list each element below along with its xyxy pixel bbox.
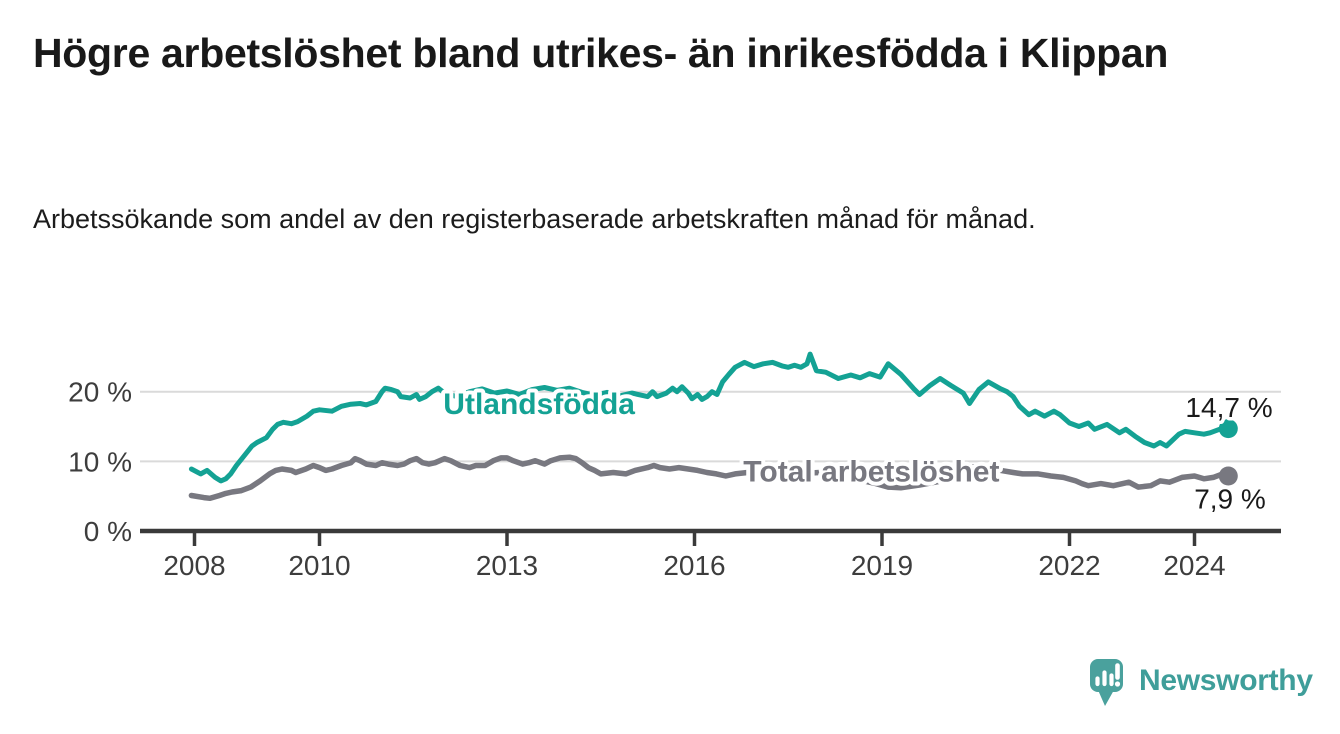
- value-label: 14,7 %: [1185, 392, 1272, 423]
- speech-bubble-tail: [1098, 690, 1114, 706]
- exclamation-icon: [1114, 663, 1121, 687]
- x-axis-tick-label: 2013: [476, 550, 538, 581]
- series-line-0: [188, 351, 1231, 484]
- newsworthy-logo-icon: [1090, 659, 1123, 706]
- page-title: Högre arbetslöshet bland utrikes- än inr…: [33, 30, 1169, 76]
- value-label: 7,9 %: [1194, 484, 1266, 515]
- x-axis-tick-label: 2016: [663, 550, 725, 581]
- page-subtitle: Arbetssökande som andel av den registerb…: [33, 204, 1036, 234]
- y-axis-tick-label: 10 %: [68, 446, 132, 477]
- x-axis-tick-label: 2024: [1163, 550, 1225, 581]
- series-end-dot-1: [1218, 466, 1238, 486]
- series-line-1: [188, 454, 1232, 502]
- brand-footer: Newsworthy: [1087, 655, 1313, 707]
- series-inline-label: Total arbetslöshet: [743, 456, 999, 489]
- y-axis-tick-label: 20 %: [68, 377, 132, 408]
- x-axis-tick-label: 2010: [288, 550, 350, 581]
- x-axis-tick-label: 2008: [163, 550, 225, 581]
- x-axis-tick-label: 2022: [1038, 550, 1100, 581]
- y-axis-tick-label: 0 %: [84, 516, 132, 547]
- x-axis-tick-label: 2019: [851, 550, 913, 581]
- series-end-dot-0: [1218, 419, 1238, 439]
- mini-bar-chart-icon: [1095, 670, 1114, 687]
- brand-name: Newsworthy: [1139, 664, 1313, 697]
- series-inline-label: Utlandsfödda: [443, 388, 635, 421]
